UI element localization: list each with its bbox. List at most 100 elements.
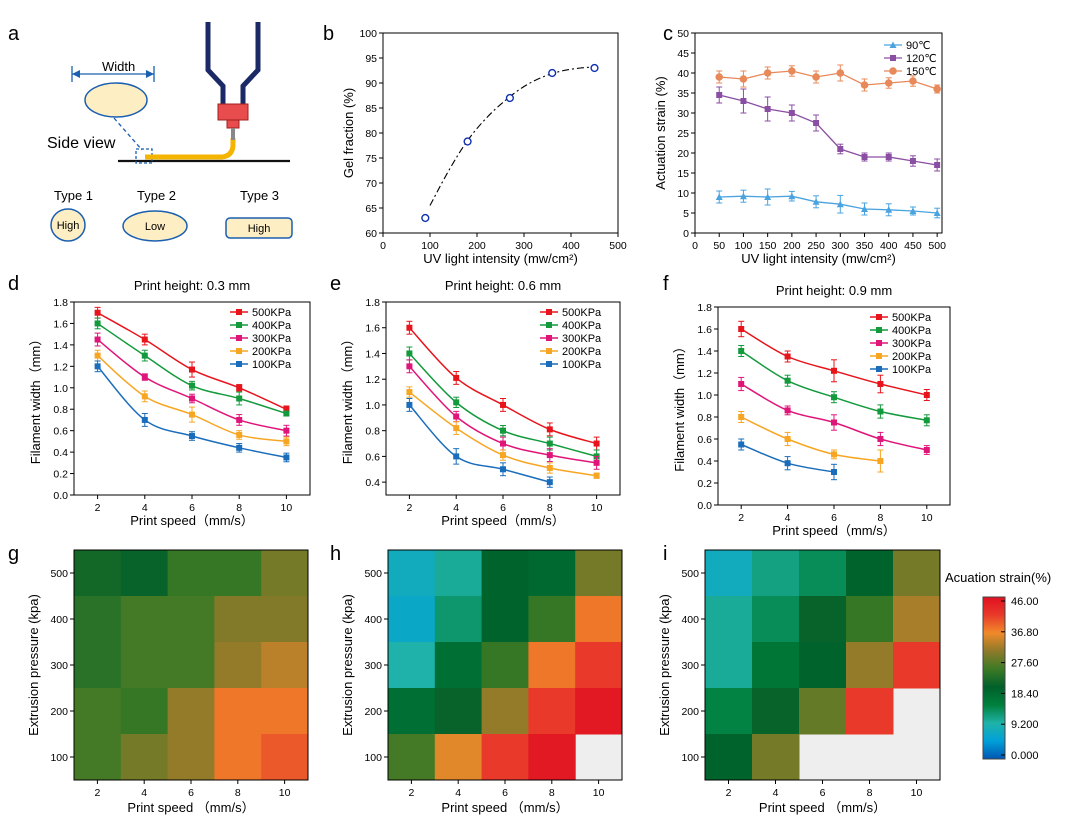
y-axis-label: Extrusion pressure (kpa) <box>657 594 672 736</box>
y-tick-label: 300 <box>681 660 699 672</box>
y-tick-label: 0.8 <box>53 404 68 416</box>
data-point <box>546 322 552 328</box>
svg-text:e: e <box>330 273 341 295</box>
colorbar-tick-label: 0.000 <box>1011 750 1039 762</box>
x-tick-label: 4 <box>785 512 791 524</box>
data-point <box>877 458 884 464</box>
y-tick-label: 35 <box>677 88 689 100</box>
legend-label: 90℃ <box>906 40 931 52</box>
data-point <box>831 469 837 475</box>
data-point <box>784 407 791 414</box>
data-point <box>546 335 552 341</box>
heatmap-cell <box>167 642 215 689</box>
heatmap-cell <box>167 734 215 781</box>
data-point <box>236 322 242 328</box>
y-tick-label: 1.6 <box>365 323 380 335</box>
y-tick-label: 20 <box>677 148 689 160</box>
data-point <box>860 81 869 89</box>
x-tick-label: 100 <box>735 240 753 252</box>
y-tick-label: 65 <box>365 203 377 215</box>
legend-label: 100KPa <box>562 359 602 371</box>
heatmap-cell <box>388 550 436 597</box>
data-point <box>861 205 869 212</box>
y-tick-label: 0 <box>683 228 689 240</box>
y-tick-label: 1.2 <box>697 368 712 380</box>
y-tick-label: 0.6 <box>53 426 68 438</box>
data-point <box>884 79 893 87</box>
y-tick-label: 30 <box>677 108 689 120</box>
colorbar-tick-label: 36.80 <box>1011 627 1039 639</box>
y-axis-label: Extrusion pressure (kpa) <box>340 594 355 736</box>
y-tick-label: 200 <box>681 706 699 718</box>
heatmap-cell <box>705 688 753 735</box>
heatmap-cell <box>481 734 529 781</box>
data-point <box>876 327 882 333</box>
y-tick-label: 1.0 <box>53 383 68 395</box>
data-point <box>738 326 745 332</box>
y-tick-label: 1.6 <box>53 318 68 330</box>
data-point <box>236 416 243 423</box>
legend-label: 400KPa <box>252 320 292 332</box>
data-point <box>877 381 884 387</box>
colorbar-title: Acuation strain(%) <box>945 570 1051 585</box>
series-line <box>740 416 881 462</box>
y-tick-label: 0.0 <box>53 490 68 502</box>
x-tick-label: 10 <box>281 502 293 514</box>
heatmap-cell <box>120 642 169 689</box>
data-point <box>421 213 430 223</box>
y-tick-label: 500 <box>50 568 68 580</box>
y-tick-label: 85 <box>365 103 377 115</box>
x-tick-label: 8 <box>547 502 553 514</box>
x-tick-label: 10 <box>593 787 605 799</box>
legend-label: 120℃ <box>906 53 937 65</box>
data-point <box>788 110 795 116</box>
data-point <box>546 426 553 433</box>
y-axis-label: Filament width（mm） <box>340 333 355 464</box>
heatmap-cell <box>261 642 309 689</box>
data-point <box>546 361 552 367</box>
data-point <box>500 466 506 473</box>
data-point <box>546 464 553 471</box>
heatmap-cell <box>214 688 262 735</box>
data-point <box>923 392 930 398</box>
heatmap-cell <box>214 596 262 643</box>
heatmap-cell <box>261 596 309 643</box>
y-tick-label: 0.4 <box>365 477 380 489</box>
x-tick-label: 2 <box>406 502 412 514</box>
y-tick-label: 80 <box>365 128 377 140</box>
data-point <box>189 433 195 440</box>
heatmap-cell <box>214 734 262 781</box>
data-point <box>738 414 745 420</box>
x-tick-label: 500 <box>609 240 627 252</box>
heatmap-cell <box>167 596 215 643</box>
y-axis-label: Filament width（mm） <box>28 333 43 464</box>
data-point <box>546 479 553 486</box>
heatmap-cell <box>846 550 894 597</box>
x-tick-label: 450 <box>904 240 922 252</box>
y-tick-label: 400 <box>364 614 382 626</box>
data-point <box>593 440 600 447</box>
data-point <box>283 454 290 461</box>
svg-text:f: f <box>663 273 669 295</box>
y-tick-label: 100 <box>359 28 377 40</box>
x-tick-label: 2 <box>94 787 100 799</box>
data-point <box>189 382 195 389</box>
y-tick-label: 500 <box>681 568 699 580</box>
y-tick-label: 400 <box>681 614 699 626</box>
colorbar: Acuation strain(%) 46.00 36.80 27.60 18.40 9… <box>945 570 1051 762</box>
heatmap-cell <box>74 550 122 597</box>
data-point <box>831 394 837 401</box>
x-tick-label: 200 <box>468 240 486 252</box>
y-axis-label: Gel fraction (%) <box>341 88 356 178</box>
data-point <box>546 309 552 315</box>
heatmap-cell <box>481 642 529 689</box>
y-tick-label: 60 <box>365 228 377 240</box>
data-point <box>236 384 243 391</box>
x-tick-label: 8 <box>549 787 555 799</box>
data-point <box>764 193 772 200</box>
data-point <box>141 374 148 381</box>
x-tick-label: 6 <box>820 787 826 799</box>
heatmap-cell <box>705 596 753 643</box>
heatmap-cell <box>434 734 483 781</box>
heatmap-cell <box>575 596 623 643</box>
